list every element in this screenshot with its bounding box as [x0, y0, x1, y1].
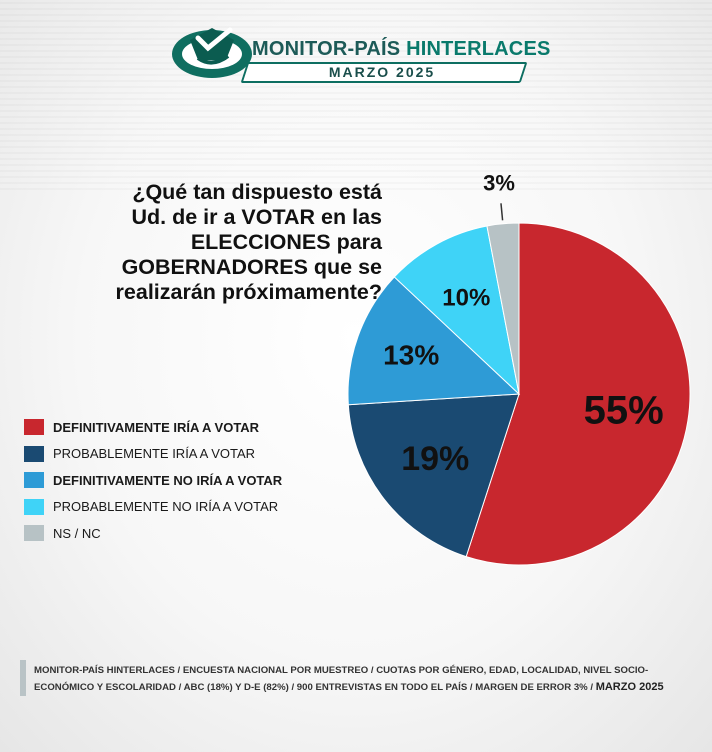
legend-label: PROBABLEMENTE NO IRÍA A VOTAR — [53, 499, 279, 514]
slice-label: 3% — [483, 170, 515, 195]
question-line: Ud. de ir a VOTAR en las — [131, 205, 383, 229]
question-line: ¿Qué tan dispuesto está — [132, 180, 382, 204]
legend-item: PROBABLEMENTE NO IRÍA A VOTAR — [24, 498, 282, 516]
question-line: ELECCIONES para — [190, 230, 382, 254]
slice-label: 55% — [584, 389, 664, 433]
legend-item: NS / NC — [24, 524, 282, 542]
slice-label: 19% — [401, 440, 469, 478]
footer-text: MONITOR-PAÍS HINTERLACES / ENCUESTA NACI… — [34, 665, 649, 693]
legend-swatch — [24, 472, 44, 488]
legend: DEFINITIVAMENTE IRÍA A VOTAR PROBABLEMEN… — [24, 418, 282, 551]
pie-slice — [393, 225, 520, 396]
legend-item: PROBABLEMENTE IRÍA A VOTAR — [24, 445, 282, 463]
pie-slice — [486, 222, 520, 395]
legend-swatch — [24, 445, 44, 462]
legend-item: DEFINITIVAMENTE NO IRÍA A VOTAR — [24, 471, 282, 489]
brand-part1: MONITOR-PAÍS — [252, 38, 401, 60]
slice-label: 13% — [383, 340, 439, 371]
question-line: GOBERNADORES que se — [121, 255, 382, 279]
brand-title: MONITOR-PAÍS HINTERLACES — [252, 38, 551, 61]
brand-part2: HINTERLACES — [406, 38, 551, 60]
legend-item: DEFINITIVAMENTE IRÍA A VOTAR — [24, 418, 282, 436]
pie-slice — [465, 222, 691, 566]
legend-label: NS / NC — [53, 525, 101, 541]
footer-methodology: MONITOR-PAÍS HINTERLACES / ENCUESTA NACI… — [34, 662, 694, 696]
legend-swatch — [24, 525, 44, 541]
footer-month: MARZO 2025 — [595, 681, 664, 693]
pie-slice — [347, 393, 520, 558]
legend-swatch — [24, 498, 44, 515]
background-stripes — [0, 0, 712, 190]
pie-slice — [347, 276, 521, 406]
slice-label: 10% — [442, 285, 490, 312]
footer-accent-bar — [20, 660, 26, 696]
legend-label: DEFINITIVAMENTE IRÍA A VOTAR — [53, 419, 260, 435]
hinterlaces-logo — [172, 27, 252, 78]
legend-label: PROBABLEMENTE IRÍA A VOTAR — [53, 446, 256, 461]
header-month: MARZO 2025 — [328, 64, 436, 80]
question-line: realizarán próximamente? — [115, 280, 382, 304]
legend-swatch — [24, 419, 44, 435]
survey-question: ¿Qué tan dispuesto está Ud. de ir a VOTA… — [22, 180, 382, 305]
legend-label: DEFINITIVAMENTE NO IRÍA A VOTAR — [53, 472, 283, 488]
leader-line — [500, 203, 504, 221]
